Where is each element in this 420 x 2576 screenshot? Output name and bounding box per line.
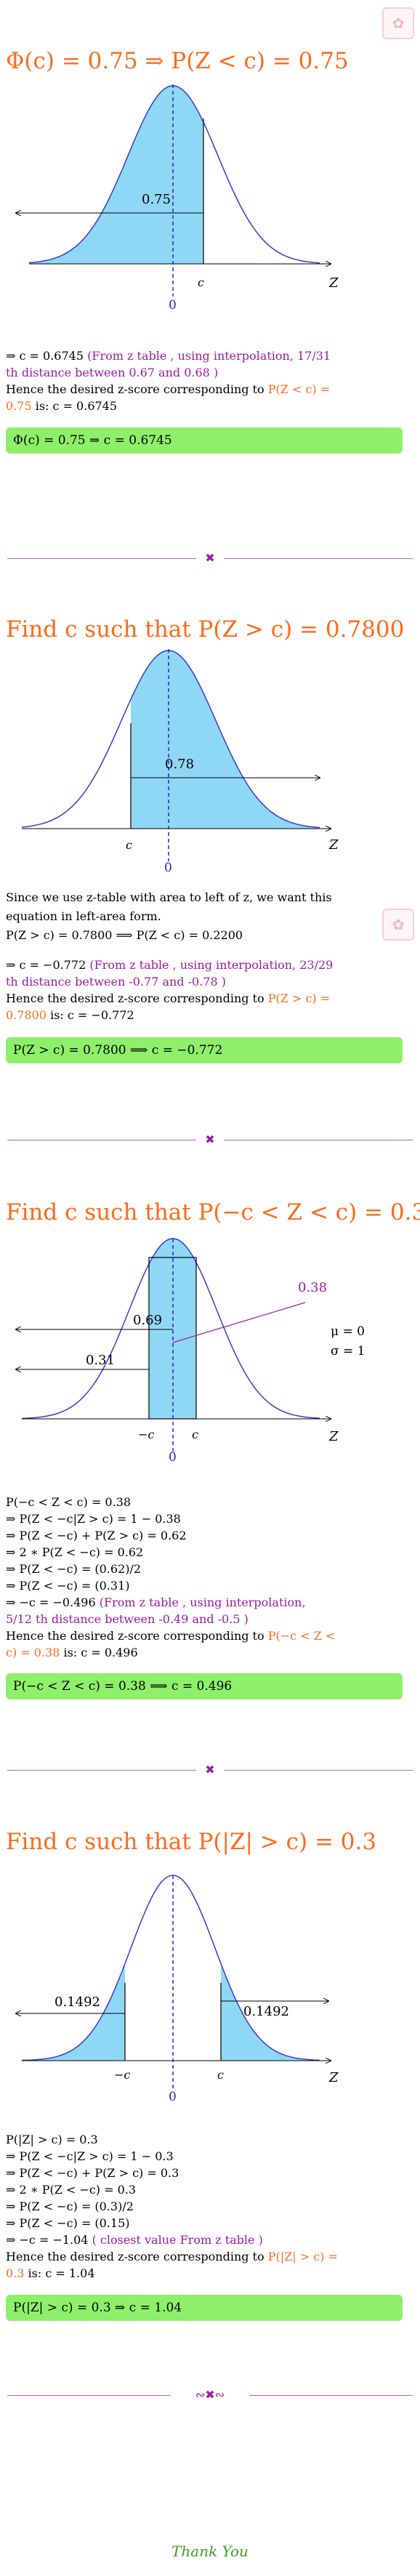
text-line: Hence the desired z-score corresponding … (6, 1629, 336, 1643)
z-axis-label: Z (328, 2070, 339, 2085)
watermark-logo: ✿ (382, 909, 414, 941)
text-line: 0.75 is: c = 0.6745 (6, 399, 118, 413)
text-line: ⇒ c = 0.6745 (From z table , using inter… (6, 349, 331, 363)
zero-label: 0 (169, 1450, 177, 1465)
text-line: Hence the desired z-score corresponding … (6, 2250, 338, 2263)
right-tail-label: 0.1492 (243, 2004, 289, 2019)
section3-normal-curve-graph: 0.69 0.31 0.38 μ = 0 σ = 1 −c c 0 Z (0, 1238, 365, 1465)
text-line: P(Z > c) = 0.7800 ⟹ P(Z < c) = 0.2200 (6, 928, 243, 942)
section-divider (224, 1770, 413, 1771)
text-line: 0.3 is: c = 1.04 (6, 2266, 95, 2280)
text-line: ⇒ 2 ∗ P(Z < −c) = 0.3 (6, 2183, 137, 2197)
zero-label: 0 (169, 298, 177, 313)
left-area-label: 0.31 (86, 1353, 115, 1368)
final-divider (249, 2395, 413, 2396)
text-line: c) = 0.38 is: c = 0.496 (6, 1646, 138, 1659)
c-label: c (192, 1428, 198, 1441)
section4-heading: Find c such that P(|Z| > c) = 0.3 (6, 1829, 377, 1855)
text-line: th distance between 0.67 and 0.68 ) (6, 366, 219, 379)
normal-curve (28, 85, 320, 264)
text-line: 5/12 th distance between -0.49 and -0.5 … (6, 1612, 249, 1626)
text-line: Since we use z-table with area to left o… (6, 890, 332, 904)
neg-c-label: −c (114, 2068, 130, 2082)
section1-explanation: ⇒ c = 0.6745 (From z table , using inter… (6, 347, 331, 414)
callout-label: 0.38 (298, 1280, 327, 1295)
text-line: ⇒ P(Z < −c|Z > c) = 1 − 0.38 (6, 1512, 181, 1526)
text-line: th distance between -0.77 and -0.78 ) (6, 975, 226, 989)
final-divider (7, 2395, 171, 2396)
divider-icon: ✖ (205, 1132, 215, 1146)
callout-line (172, 1302, 306, 1343)
normal-curve (21, 1875, 320, 2061)
thank-you-footer: Thank You (171, 2543, 249, 2560)
neg-c-label: −c (138, 1428, 154, 1441)
zero-label: 0 (164, 861, 172, 875)
center-area-label: 0.69 (133, 1313, 162, 1328)
text-line: ⇒ P(Z < −c) + P(Z > c) = 0.3 (6, 2166, 179, 2180)
final-divider-ornament-icon: ∾✖∾ (195, 2388, 225, 2402)
left-tail-area (22, 1963, 125, 2061)
section4-normal-curve-graph: 0.1492 0.1492 −c c 0 Z (0, 1875, 339, 2104)
section2-explanation: Since we use z-table with area to left o… (6, 888, 333, 1023)
section2-heading: Find c such that P(Z > c) = 0.7800 (6, 616, 405, 643)
divider-icon: ✖ (205, 1763, 215, 1776)
left-tail-label: 0.1492 (54, 1995, 100, 2010)
text-line: P(−c < Z < c) = 0.38 (6, 1495, 132, 1509)
mean-param-label: μ = 0 (331, 1324, 365, 1339)
text-line: ⇒ P(Z < −c) = (0.15) (6, 2216, 130, 2230)
section-divider (224, 558, 413, 559)
area-label: 0.78 (165, 757, 194, 772)
section-divider (7, 1770, 196, 1771)
section4-explanation: P(|Z| > c) = 0.3 ⇒ P(Z < −c|Z > c) = 1 −… (6, 2131, 338, 2282)
text-line: Hence the desired z-score corresponding … (6, 382, 331, 396)
divider-icon: ✖ (205, 551, 215, 565)
section1-heading: Φ(c) = 0.75 ⇒ P(Z < c) = 0.75 (6, 48, 349, 74)
normal-curve (21, 1238, 320, 1420)
c-label: c (126, 838, 132, 852)
section2-normal-curve-graph: 0.78 c 0 Z (21, 649, 339, 875)
text-line: ⇒ P(Z < −c) = (0.62)/2 (6, 1562, 142, 1576)
result-box: P(|Z| > c) = 0.3 ⇒ c = 1.04 (6, 2295, 403, 2321)
text-line: P(|Z| > c) = 0.3 (6, 2133, 98, 2146)
z-axis-label: Z (328, 837, 339, 853)
text-line: ⇒ −c = −0.496 (From z table , using inte… (6, 1595, 306, 1609)
text-line: 0.7800 is: c = −0.772 (6, 1008, 134, 1022)
text-line: ⇒ c = −0.772 (From z table , using inter… (6, 958, 334, 972)
section1-normal-curve-graph: 0.75 c 0 Z (0, 84, 339, 313)
result-box: P(Z > c) = 0.7800 ⟹ c = −0.772 (6, 1037, 403, 1063)
area-label: 0.75 (142, 192, 171, 207)
shaded-area (149, 1239, 196, 1419)
text-line: ⇒ −c = −1.04 ( closest value From z tabl… (6, 2233, 263, 2247)
section-divider (7, 558, 196, 559)
section3-heading: Find c such that P(−c < Z < c) = 0.38 (6, 1199, 420, 1225)
zero-label: 0 (169, 2090, 177, 2104)
right-tail-area (221, 1963, 320, 2061)
result-box: P(−c < Z < c) = 0.38 ⟹ c = 0.496 (6, 1673, 403, 1699)
sigma-param-label: σ = 1 (331, 1344, 365, 1359)
c-label: c (217, 2068, 224, 2082)
z-axis-label: Z (328, 275, 339, 291)
text-line: equation in left-area form. (6, 909, 161, 923)
result-box: Φ(c) = 0.75 ⇒ c = 0.6745 (6, 427, 403, 454)
watermark-logo: ✿ (382, 7, 414, 39)
shaded-area (131, 651, 320, 829)
section3-explanation: P(−c < Z < c) = 0.38 ⇒ P(Z < −c|Z > c) =… (6, 1494, 335, 1661)
text-line: ⇒ P(Z < −c|Z > c) = 1 − 0.3 (6, 2149, 174, 2163)
z-axis-label: Z (328, 1429, 339, 1444)
normal-curve (21, 650, 320, 829)
c-label: c (198, 275, 204, 289)
text-line: ⇒ 2 ∗ P(Z < −c) = 0.62 (6, 1545, 144, 1559)
shaded-area (29, 86, 203, 264)
text-line: ⇒ P(Z < −c) = (0.31) (6, 1579, 130, 1593)
text-line: Hence the desired z-score corresponding … (6, 991, 331, 1005)
text-line: ⇒ P(Z < −c) = (0.3)/2 (6, 2199, 134, 2213)
text-line: ⇒ P(Z < −c) + P(Z > c) = 0.62 (6, 1529, 187, 1542)
